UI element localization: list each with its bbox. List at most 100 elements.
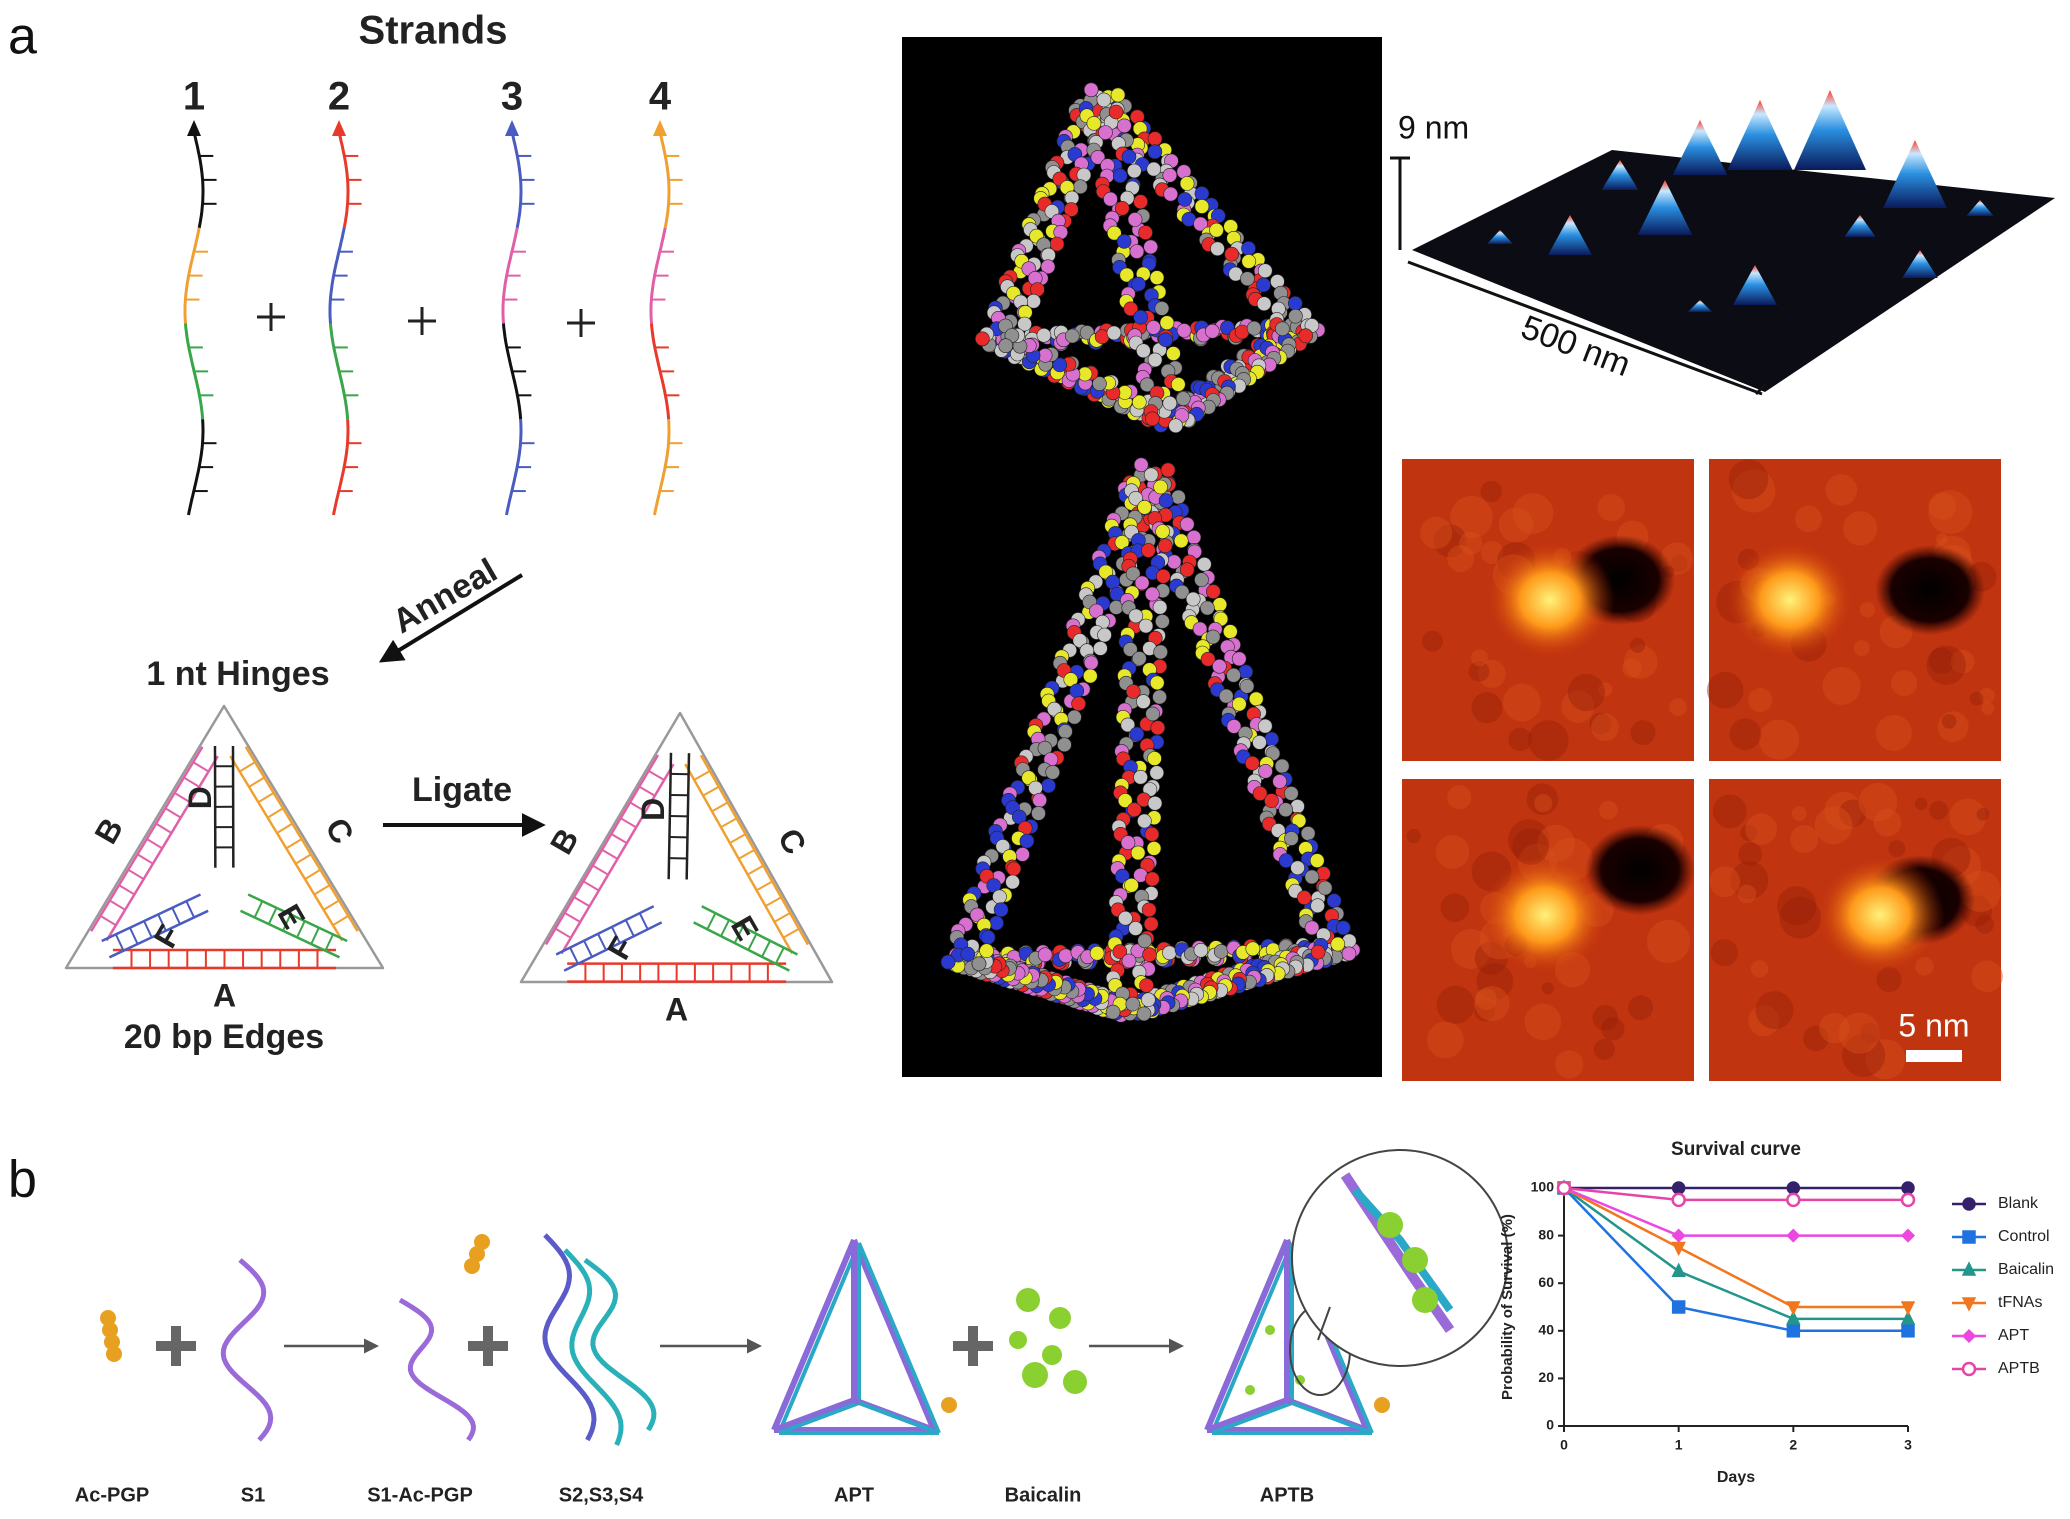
baicalin xyxy=(1009,1331,1027,1349)
afm-noise xyxy=(1422,630,1443,652)
ladder-rung xyxy=(114,933,125,952)
atom xyxy=(1120,717,1136,733)
ac-pgp-bead xyxy=(469,1246,485,1262)
afm-noise xyxy=(1508,727,1532,752)
atom xyxy=(1147,144,1163,159)
atom xyxy=(1127,212,1143,227)
afm-noise xyxy=(1555,1050,1584,1079)
marker xyxy=(1900,1228,1916,1243)
atom xyxy=(1226,719,1242,734)
afm-noise xyxy=(1843,511,1878,546)
atom xyxy=(1145,586,1160,602)
strand-segment xyxy=(505,419,523,516)
atom xyxy=(1138,618,1154,634)
afm-peak xyxy=(1548,215,1592,255)
atom xyxy=(1186,529,1202,545)
afm-noise xyxy=(1498,507,1534,543)
ladder-rung xyxy=(720,919,730,937)
afm-noise xyxy=(1926,645,1966,685)
legend-label: Blank xyxy=(1998,1195,2039,1212)
marker xyxy=(1900,1301,1916,1316)
afm-noise xyxy=(1474,1000,1496,1022)
atom xyxy=(1288,296,1303,311)
marker xyxy=(1901,1181,1915,1195)
ladder-rung xyxy=(601,848,619,860)
marker xyxy=(1901,1324,1915,1338)
atom xyxy=(975,331,990,347)
atom xyxy=(1171,489,1186,505)
afm-noise xyxy=(1755,991,1794,1030)
edge-label: D xyxy=(182,786,218,809)
dna-strand xyxy=(772,1397,856,1433)
width-axis xyxy=(1407,260,1763,396)
afm-noise xyxy=(1941,713,1957,729)
atom xyxy=(995,838,1011,854)
atom xyxy=(989,915,1004,931)
atom xyxy=(1143,467,1159,483)
ladder-rung xyxy=(761,940,772,958)
strand-segment xyxy=(332,419,350,516)
afm-noise xyxy=(1567,673,1606,712)
atom xyxy=(1264,731,1279,747)
atom xyxy=(1140,857,1155,873)
ladder-rung xyxy=(747,933,758,951)
atom xyxy=(1045,764,1060,780)
afm-noise xyxy=(1838,1012,1880,1054)
atom xyxy=(1145,411,1160,427)
marker xyxy=(1671,1181,1686,1195)
ladder-rung xyxy=(164,807,182,819)
ladder-rung xyxy=(583,940,593,958)
atom xyxy=(1137,813,1152,829)
atom xyxy=(1197,556,1212,572)
afm-noise xyxy=(1819,1012,1850,1044)
marker xyxy=(1962,1197,1976,1211)
afm-noise xyxy=(1598,682,1613,697)
strand-arrow xyxy=(505,120,519,136)
width-axis-cap xyxy=(1754,382,1768,396)
afm-noise xyxy=(1825,474,1858,506)
series-line xyxy=(1563,1186,1908,1321)
survival-chart: Survival curve Days Probability of Survi… xyxy=(1499,1139,2054,1486)
y-tick-label: 100 xyxy=(1531,1179,1555,1195)
marker xyxy=(1786,1192,1801,1208)
component-label: APTB xyxy=(1260,1484,1314,1506)
strand-segment xyxy=(653,419,671,516)
atom xyxy=(1134,575,1150,591)
atom xyxy=(1121,149,1137,164)
atom xyxy=(1089,603,1104,619)
ladder-rung xyxy=(720,817,738,829)
atom xyxy=(1146,320,1161,335)
afm-noise xyxy=(1593,1038,1615,1060)
y-axis-title: Probability of Survival (%) xyxy=(1499,1214,1516,1400)
afm-noise xyxy=(1427,1021,1464,1059)
afm-peak xyxy=(1733,265,1777,305)
marker xyxy=(1671,1300,1686,1314)
atom xyxy=(1174,584,1190,600)
legend-label: APTB xyxy=(1998,1360,2040,1377)
atom xyxy=(1017,316,1032,332)
marker xyxy=(1786,1310,1801,1325)
ladder-rung xyxy=(239,761,256,773)
atom xyxy=(980,930,996,945)
atom xyxy=(1304,869,1320,885)
atom xyxy=(1166,346,1181,361)
atom xyxy=(1145,706,1160,722)
ladder-rung xyxy=(109,899,126,911)
atom xyxy=(1194,186,1210,201)
strand-number: 3 xyxy=(501,75,523,119)
afm-noise xyxy=(1737,884,1757,904)
ladder-rail xyxy=(239,909,341,959)
ladder-rung xyxy=(143,920,153,938)
ladder-rung xyxy=(756,880,773,892)
atom xyxy=(1173,533,1189,549)
atom xyxy=(1213,944,1229,959)
afm-noise xyxy=(1842,1033,1886,1077)
atom xyxy=(1326,893,1342,909)
ladder-rung xyxy=(773,912,791,923)
atom xyxy=(1136,343,1151,359)
atom xyxy=(1209,222,1224,238)
afm-noise xyxy=(1839,799,1867,827)
ladder-rung xyxy=(554,927,572,939)
atom xyxy=(1152,689,1167,705)
